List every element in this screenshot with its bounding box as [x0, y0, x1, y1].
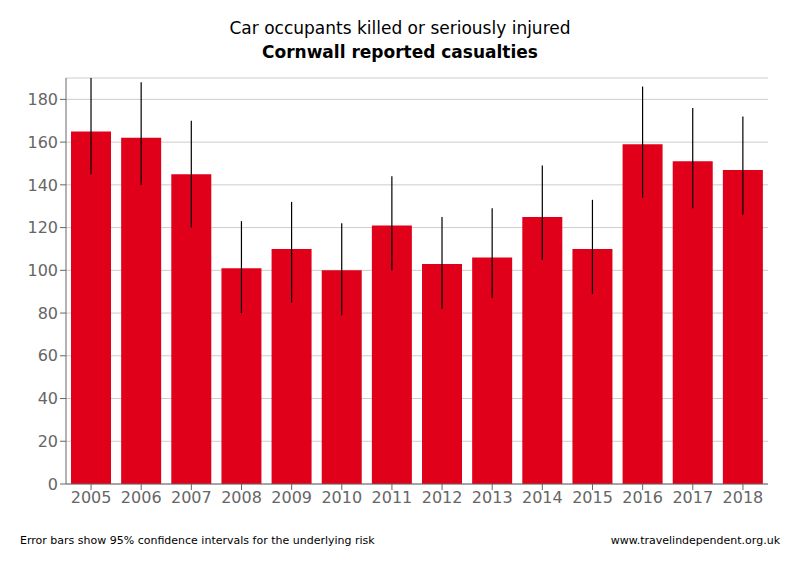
svg-text:120: 120	[27, 218, 58, 237]
svg-text:40: 40	[38, 389, 58, 408]
svg-text:0: 0	[48, 475, 58, 494]
svg-text:2018: 2018	[723, 488, 764, 507]
svg-text:2006: 2006	[121, 488, 162, 507]
svg-text:20: 20	[38, 432, 58, 451]
html-text:Cornwall reported casualties: Cornwall reported casualties	[262, 42, 538, 62]
svg-text:140: 140	[27, 176, 58, 195]
svg-text:2011: 2011	[372, 488, 413, 507]
svg-text:180: 180	[27, 90, 58, 109]
html-text:Car occupants killed or seriou: Car occupants killed or seriously injure…	[229, 18, 571, 38]
svg-text:2008: 2008	[221, 488, 262, 507]
svg-text:60: 60	[38, 346, 58, 365]
svg-text:2015: 2015	[572, 488, 613, 507]
svg-text:2017: 2017	[672, 488, 713, 507]
svg-text:2009: 2009	[271, 488, 312, 507]
svg-text:160: 160	[27, 133, 58, 152]
svg-text:2014: 2014	[522, 488, 563, 507]
svg-text:2005: 2005	[71, 488, 112, 507]
html-text:Error bars show 95% confidence: Error bars show 95% confidence intervals…	[20, 534, 375, 547]
svg-text:2012: 2012	[422, 488, 463, 507]
svg-text:2007: 2007	[171, 488, 212, 507]
svg-text:2010: 2010	[321, 488, 362, 507]
svg-text:80: 80	[38, 304, 58, 323]
svg-text:100: 100	[27, 261, 58, 280]
svg-text:2016: 2016	[622, 488, 663, 507]
svg-text:2013: 2013	[472, 488, 513, 507]
html-text:www.travelindependent.org.uk: www.travelindependent.org.uk	[610, 534, 780, 547]
